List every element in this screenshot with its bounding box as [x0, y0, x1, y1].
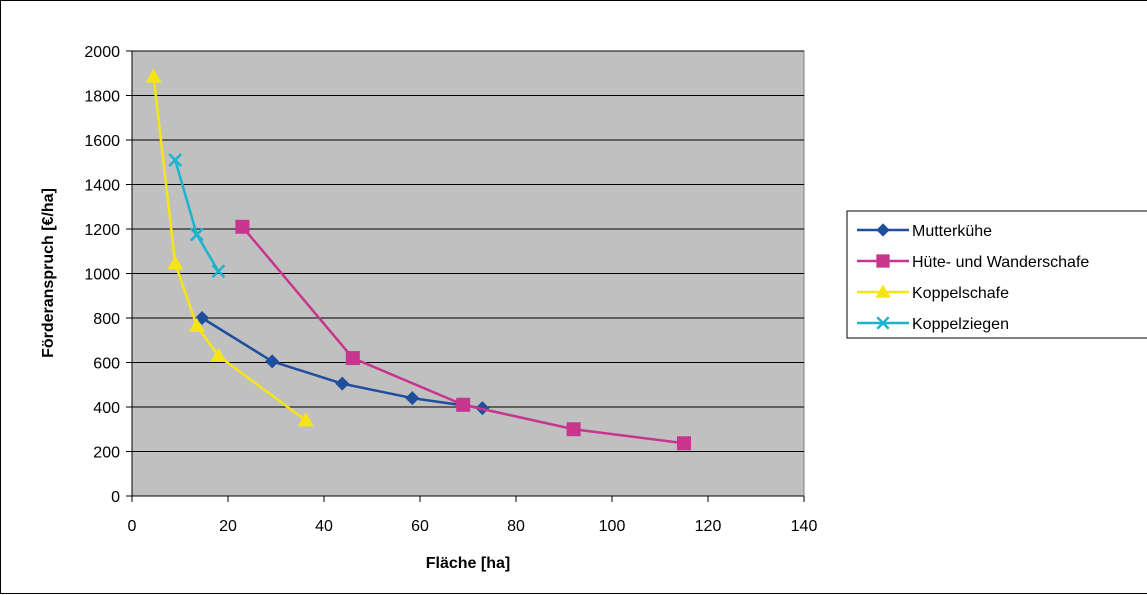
- y-tick-label: 1800: [84, 89, 120, 106]
- y-tick-label: 800: [93, 311, 120, 328]
- y-tick-labels: 0 200 400 600 800 1000 1200 1400 1600 1800 2000: [84, 44, 120, 506]
- y-tick-label: 200: [93, 445, 120, 462]
- data-point-1-0: [235, 219, 250, 234]
- x-tick-label: 40: [315, 518, 333, 535]
- legend-label: Hüte- und Wanderschafe: [912, 254, 1089, 271]
- series-0: [195, 311, 490, 416]
- data-point-1-4: [677, 436, 691, 451]
- data-point-2-2: [188, 317, 205, 332]
- legend: Mutterkühe Hüte- und Wanderschafe Koppelsc…: [846, 210, 1147, 339]
- x-tick-label: 140: [791, 518, 818, 535]
- series-2: [145, 68, 314, 427]
- data-point-3-1: [189, 227, 204, 242]
- data-point-1-1: [345, 351, 360, 366]
- data-point-3-2: [211, 264, 226, 279]
- y-tick-label: 0: [111, 489, 120, 506]
- x-tick-label: 0: [128, 518, 137, 535]
- data-point-2-1: [167, 255, 184, 270]
- legend-swatch-marker-3-stroke-b: [876, 316, 890, 330]
- data-point-2-3: [210, 347, 227, 362]
- data-point-3-1-stroke-b: [189, 227, 204, 242]
- legend-swatch-marker-3: [876, 316, 890, 330]
- legend-label: Mutterkühe: [912, 223, 992, 240]
- data-point-1-3: [566, 422, 581, 437]
- y-tick-label: 400: [93, 400, 120, 417]
- legend-label: Koppelziegen: [912, 316, 1009, 333]
- data-point-3-0: [168, 153, 183, 167]
- y-tick-label: 1600: [84, 133, 120, 150]
- legend-swatch-marker-1: [876, 254, 890, 268]
- data-point-0-2: [335, 376, 350, 391]
- x-tick-label: 80: [507, 518, 525, 535]
- data-point-3-2-stroke-b: [211, 264, 226, 279]
- legend-swatch-marker-0: [876, 223, 890, 237]
- data-point-0-1: [265, 354, 280, 369]
- y-axis-title: Förderanspruch [€/ha]: [40, 188, 57, 358]
- legend-label: Koppelschafe: [912, 285, 1009, 302]
- series-group: [145, 68, 691, 451]
- data-point-0-3: [405, 391, 420, 406]
- axes: [126, 50, 805, 502]
- x-tick-labels: 0 20 40 60 80 100 120 140: [128, 518, 818, 535]
- y-tick-label: 1000: [84, 267, 120, 284]
- y-tick-label: 1200: [84, 222, 120, 239]
- x-tick-label: 100: [599, 518, 626, 535]
- x-tick-label: 120: [695, 518, 722, 535]
- x-tick-label: 20: [219, 518, 237, 535]
- data-point-2-0: [145, 68, 162, 83]
- data-point-3-0-stroke-b: [168, 153, 183, 167]
- data-point-2-4: [297, 412, 314, 427]
- gridlines: [132, 50, 804, 452]
- series-1: [235, 219, 691, 451]
- x-axis-title: Fläche [ha]: [426, 555, 510, 572]
- data-point-1-2: [456, 397, 471, 412]
- y-tick-label: 1400: [84, 178, 120, 195]
- y-tick-label: 2000: [84, 44, 120, 61]
- legend-box: [846, 210, 1147, 339]
- x-tick-label: 60: [411, 518, 429, 535]
- legend-swatch-marker-2: [875, 284, 891, 298]
- series-3: [168, 153, 226, 279]
- y-tick-label: 600: [93, 356, 120, 373]
